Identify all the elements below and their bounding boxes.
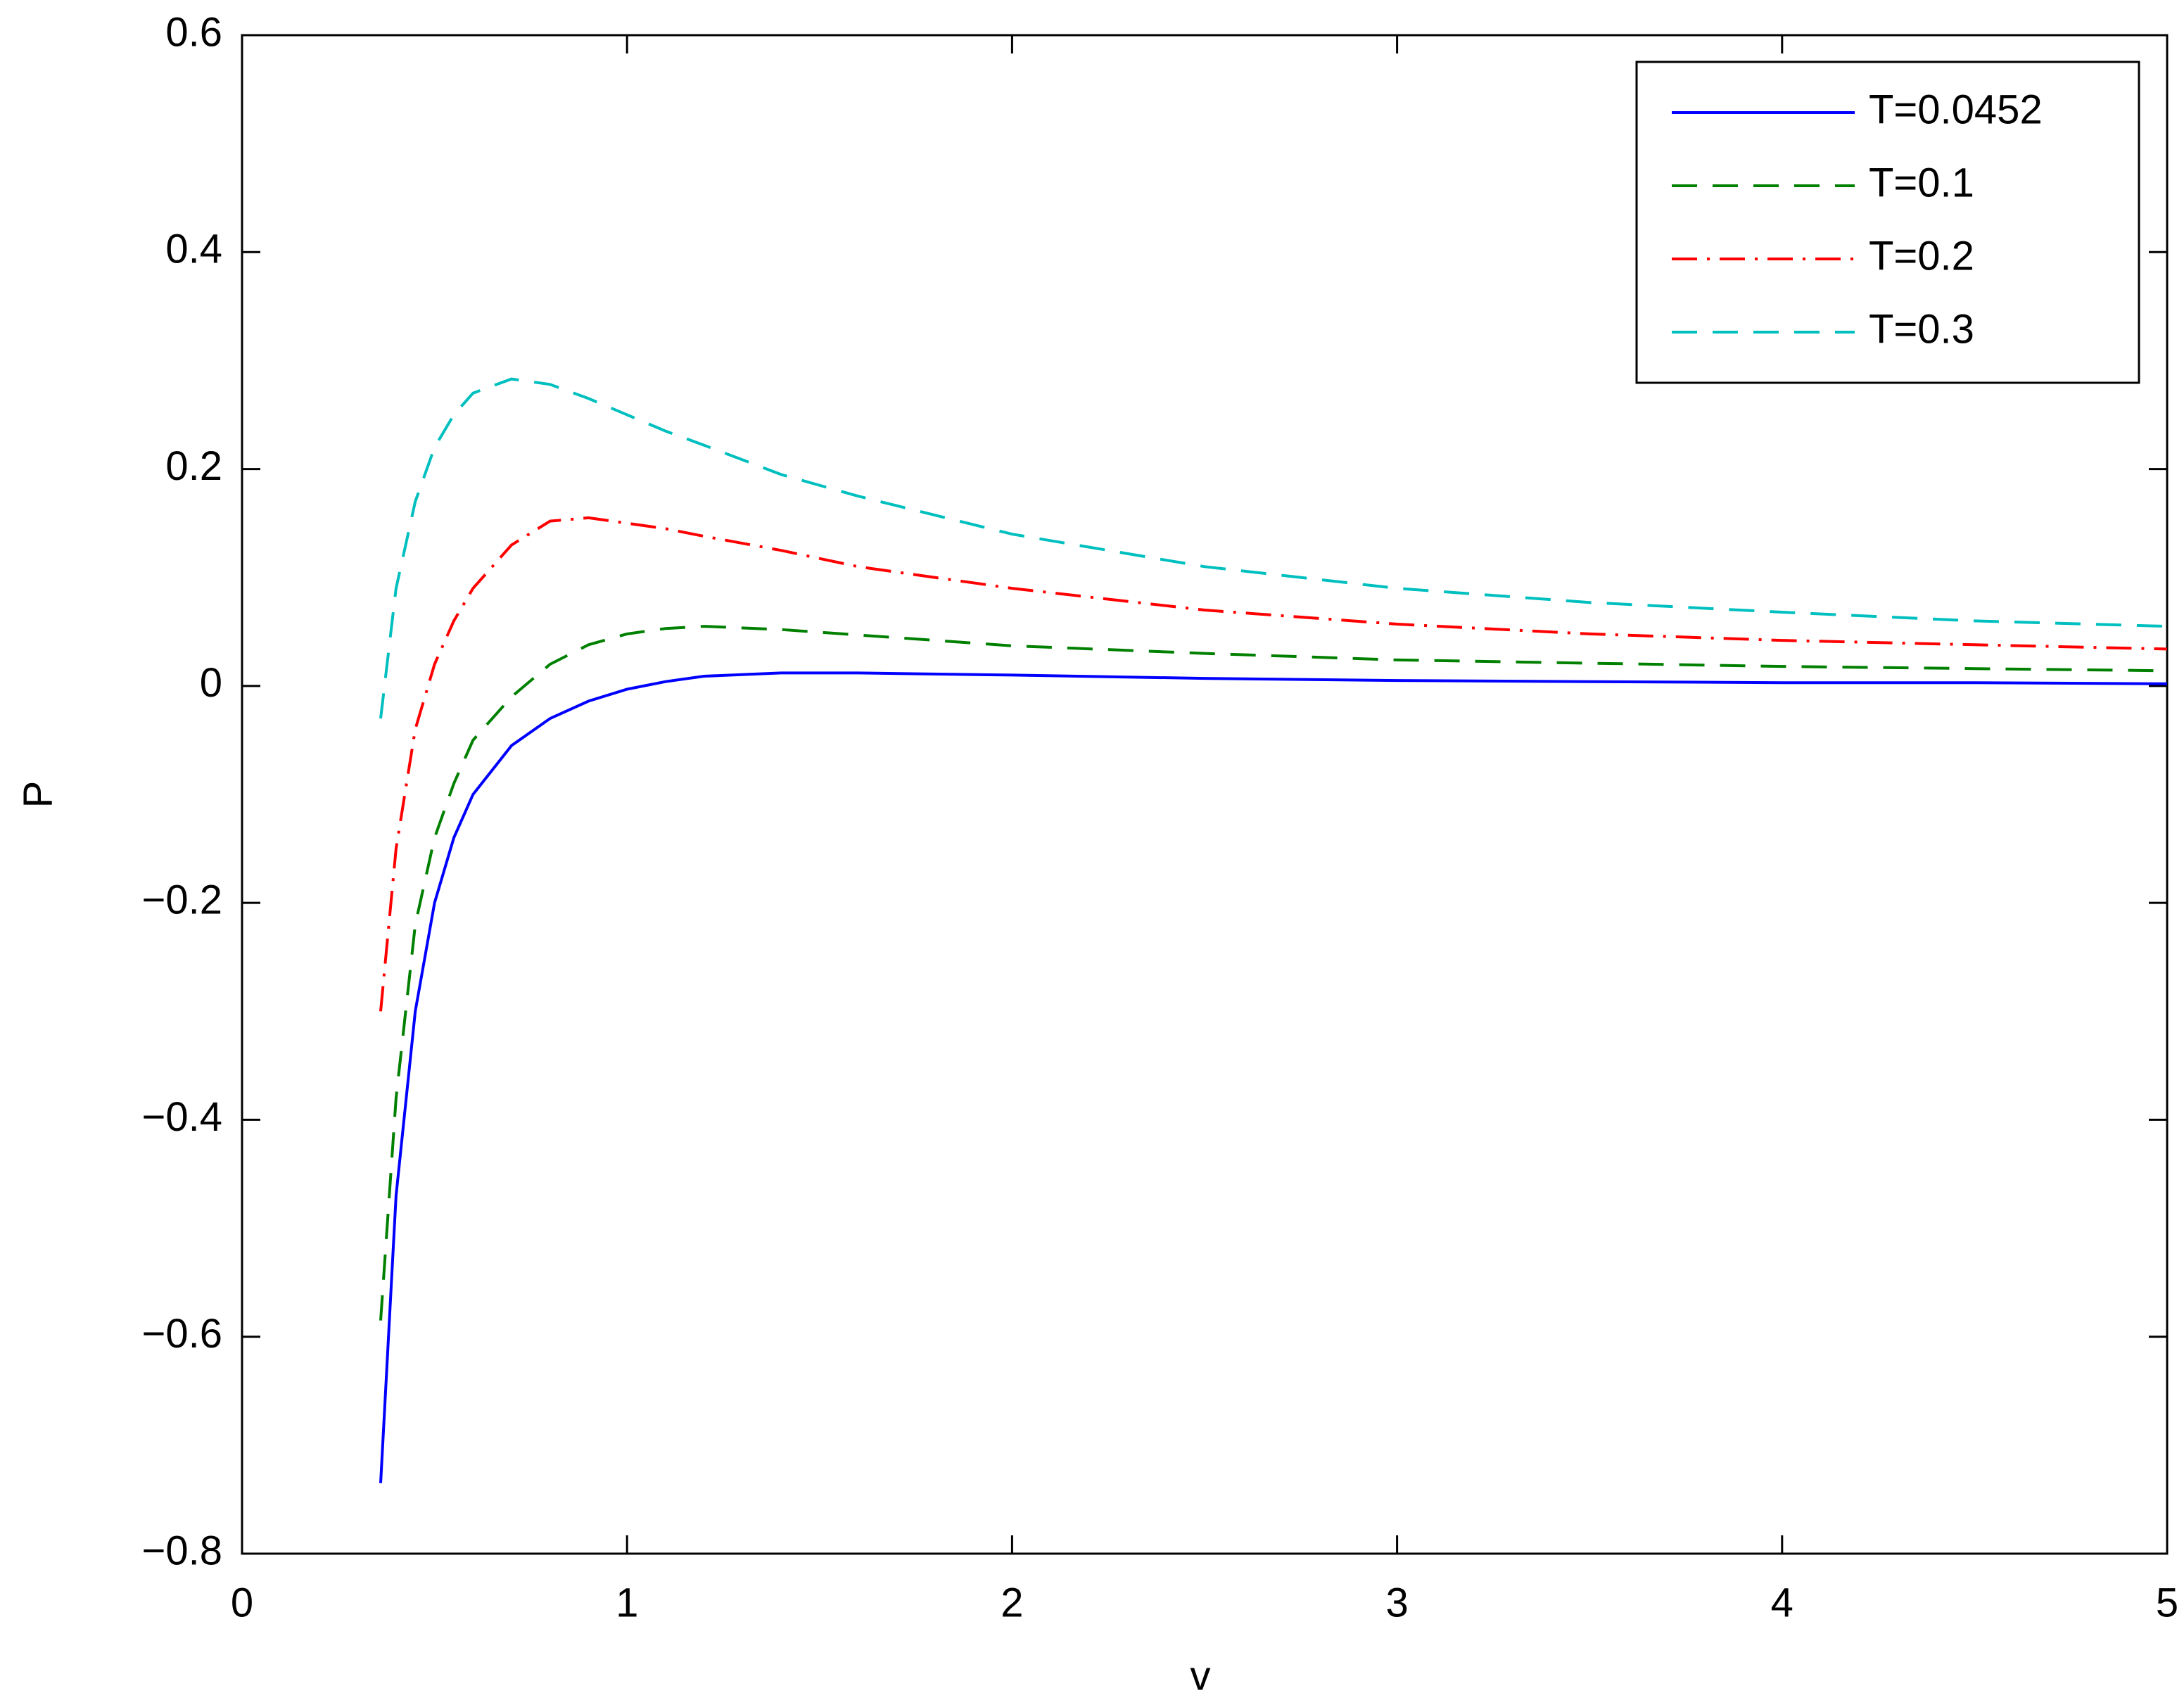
- x-tick-label: 3: [1385, 1580, 1408, 1625]
- series-line: [379, 671, 2168, 1483]
- legend-box: [1635, 61, 2140, 384]
- x-tick-label: 1: [616, 1580, 638, 1625]
- legend: T=0.0452 T=0.1 T=0.2 T=0.3: [1635, 61, 2140, 384]
- y-tick-label: −0.6: [142, 1311, 223, 1357]
- legend-label: T=0.3: [1869, 306, 1974, 352]
- y-tick-label: 0.4: [165, 227, 222, 272]
- legend-label: T=0.1: [1869, 160, 1974, 205]
- y-tick-label: 0.2: [165, 443, 222, 489]
- legend-label: T=0.2: [1869, 233, 1974, 279]
- y-tick-label: −0.2: [142, 877, 223, 922]
- series-line: [379, 377, 2168, 719]
- y-tick-label: −0.4: [142, 1094, 223, 1140]
- x-tick-label: 5: [2156, 1580, 2178, 1625]
- series-line: [379, 625, 2168, 1321]
- x-tick-label: 0: [231, 1580, 253, 1625]
- legend-label: T=0.0452: [1869, 87, 2043, 132]
- y-tick-label: 0.6: [165, 9, 222, 55]
- x-tick-label: 4: [1771, 1580, 1793, 1625]
- x-tick-label: 2: [1001, 1580, 1023, 1625]
- y-axis-label: P: [15, 781, 61, 808]
- y-tick-label: 0: [200, 660, 222, 706]
- x-axis-label: v: [1191, 1653, 1211, 1699]
- y-tick-label: −0.8: [142, 1528, 223, 1573]
